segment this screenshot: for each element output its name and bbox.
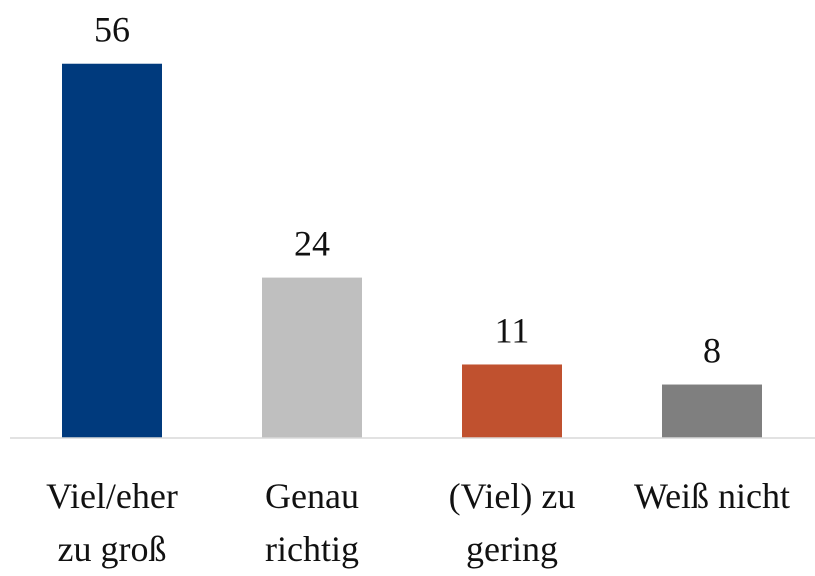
bar xyxy=(62,63,162,438)
x-tick-label: Viel/eher zu groß xyxy=(46,476,178,569)
value-label: 11 xyxy=(495,310,530,350)
value-label: 56 xyxy=(94,10,130,50)
bar xyxy=(262,277,362,438)
bar xyxy=(462,364,562,438)
x-tick-label: Genau richtig xyxy=(265,476,359,569)
x-tick-label: (Viel) zu gering xyxy=(448,476,576,569)
value-label: 8 xyxy=(703,331,721,371)
x-tick-label: Weiß nicht xyxy=(633,476,791,516)
value-label: 24 xyxy=(294,224,330,264)
bar xyxy=(662,384,762,438)
